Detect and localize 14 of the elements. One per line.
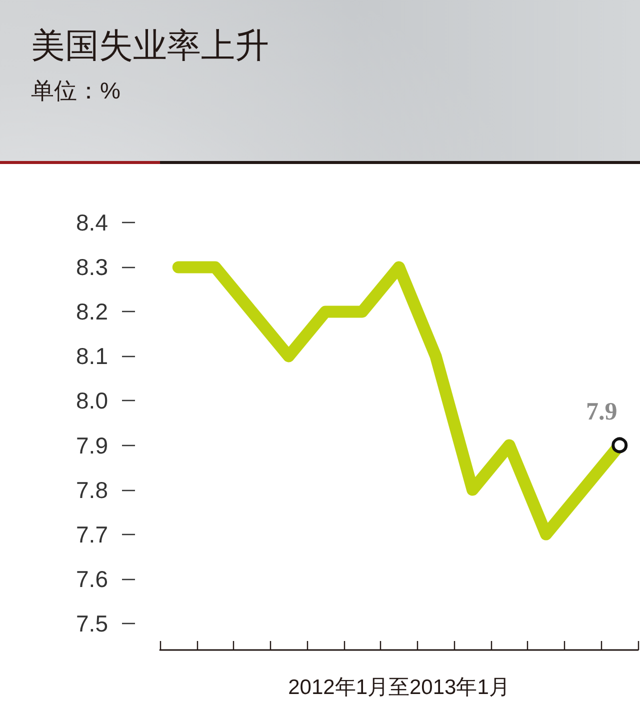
chart-title: 美国失业率上升	[31, 27, 269, 65]
chart-subtitle: 单位：%	[31, 78, 120, 104]
y-tick-label: 8.0	[76, 388, 108, 414]
y-tick-label: 8.2	[76, 298, 108, 325]
x-axis-title: 2012年1月至2013年1月	[288, 676, 510, 699]
y-tick-label: 8.3	[76, 254, 108, 280]
y-tick-label: 8.1	[76, 343, 108, 370]
y-tick-label: 7.5	[76, 610, 108, 636]
y-tick-label: 7.8	[76, 476, 108, 503]
y-tick-label: 7.6	[76, 566, 108, 592]
data-label: 7.9	[586, 398, 618, 426]
y-tick-label: 8.4	[76, 210, 108, 236]
y-tick-label: 7.9	[76, 432, 108, 458]
y-tick-label: 7.7	[76, 521, 108, 548]
